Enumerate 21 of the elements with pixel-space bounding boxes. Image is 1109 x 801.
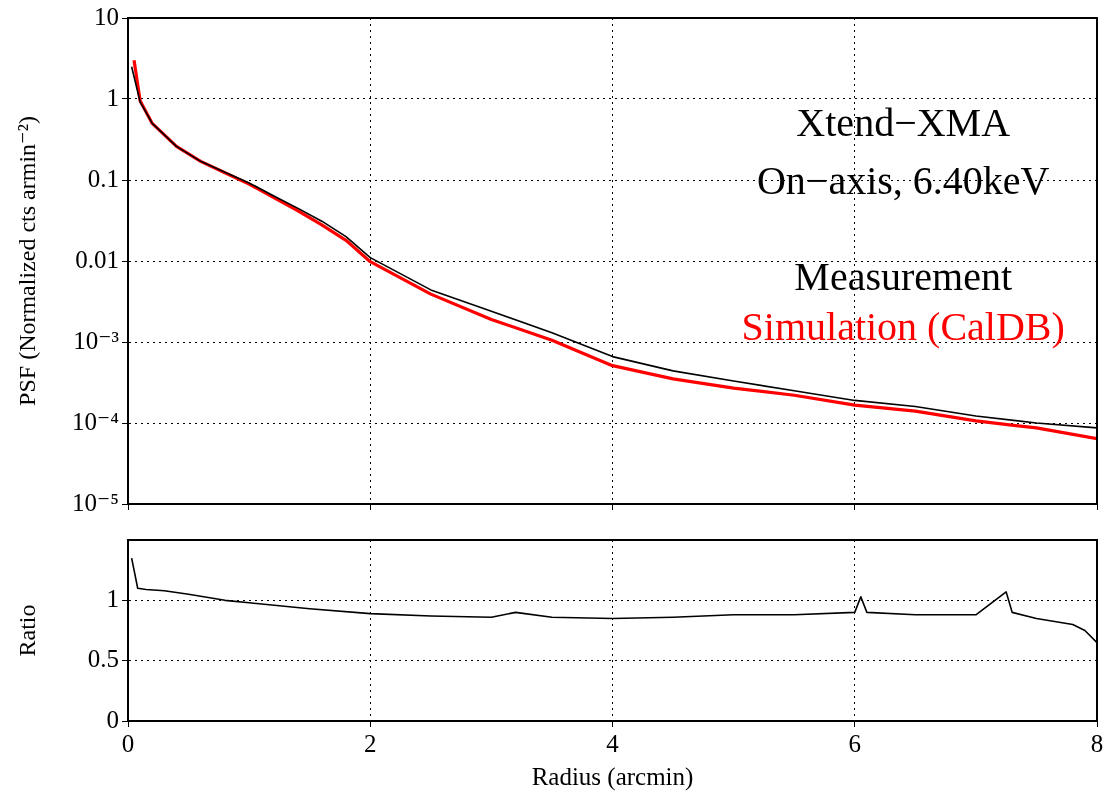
y-tick-label: 10 bbox=[94, 2, 119, 30]
y-tick-label: 0.01 bbox=[75, 245, 119, 273]
x-tick-label: 4 bbox=[606, 729, 620, 757]
annotation: Xtend−XMA bbox=[796, 100, 1011, 145]
y-tick-label: 1 bbox=[106, 584, 119, 612]
series-label: Simulation (CalDB) bbox=[741, 304, 1065, 349]
x-axis-title: Radius (arcmin) bbox=[531, 762, 694, 791]
annotation: On−axis, 6.40keV bbox=[756, 158, 1050, 203]
x-tick-label: 6 bbox=[848, 729, 861, 757]
y-tick-label: 0.1 bbox=[87, 164, 119, 192]
y-tick-label: 10⁻⁵ bbox=[72, 488, 119, 516]
y-axis-title: Ratio bbox=[13, 604, 40, 657]
y-tick-label: 0.5 bbox=[87, 645, 119, 673]
y-tick-label: 10⁻⁴ bbox=[72, 407, 120, 435]
y-tick-label: 10⁻³ bbox=[73, 326, 120, 354]
x-tick-label: 2 bbox=[364, 729, 377, 757]
x-tick-label: 8 bbox=[1090, 729, 1104, 757]
y-axis-title: PSF (Normalized cts armin⁻²) bbox=[13, 116, 40, 406]
y-tick-label: 0 bbox=[106, 705, 119, 733]
y-tick-label: 1 bbox=[106, 83, 119, 111]
text: Measurement bbox=[794, 254, 1013, 299]
